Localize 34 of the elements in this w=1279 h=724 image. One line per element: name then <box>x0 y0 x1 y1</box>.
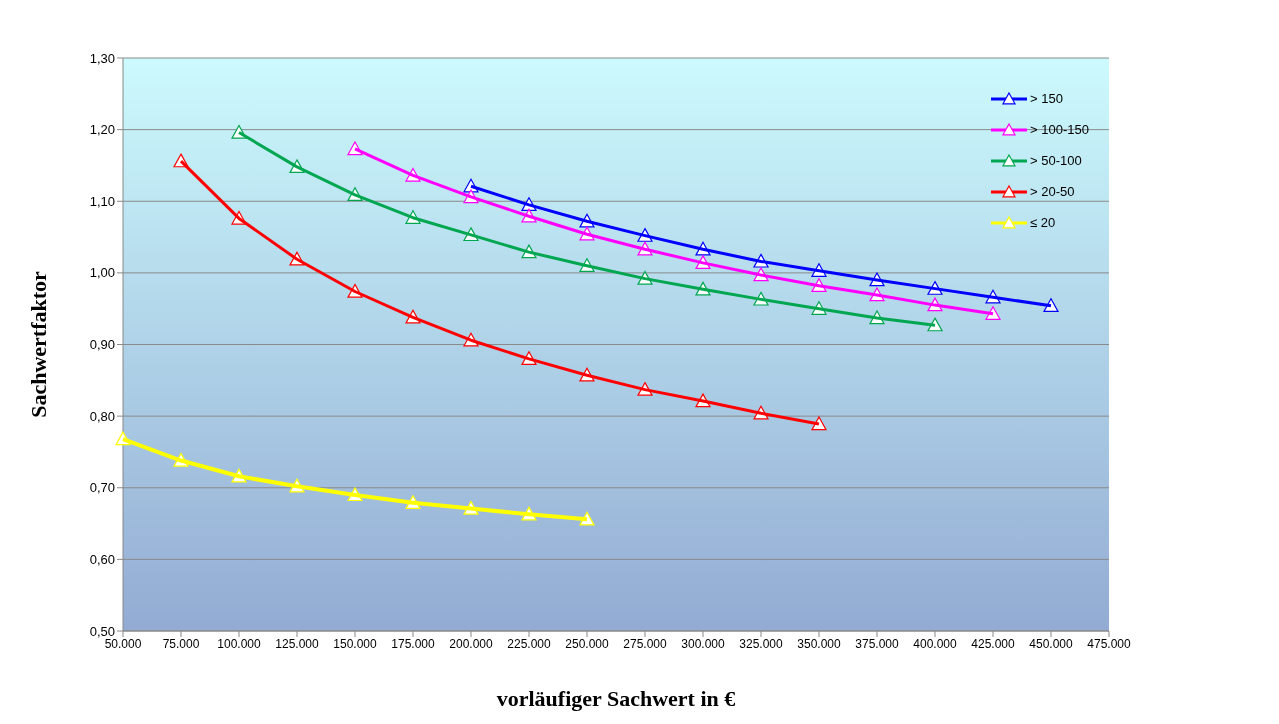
y-tick-label: 0,50 <box>89 623 115 639</box>
x-tick-label: 300.000 <box>681 636 726 651</box>
y-tick-label: 0,70 <box>89 480 115 496</box>
x-tick-label: 450.000 <box>1029 636 1074 651</box>
y-tick-label: 1,30 <box>89 50 115 66</box>
x-tick-label: 400.000 <box>913 636 958 651</box>
x-tick-label: 375.000 <box>855 636 900 651</box>
x-tick-label: 125.000 <box>275 636 320 651</box>
x-tick-label: 150.000 <box>333 636 378 651</box>
x-tick-label: 225.000 <box>507 636 552 651</box>
x-tick-label: 175.000 <box>391 636 436 651</box>
x-tick-label: 200.000 <box>449 636 494 651</box>
legend-label: > 100-150 <box>1030 122 1089 137</box>
x-tick-label: 325.000 <box>739 636 784 651</box>
y-tick-label: 0,90 <box>89 337 115 353</box>
y-tick-label: 0,60 <box>89 551 115 567</box>
legend-label: ≤ 20 <box>1030 215 1056 230</box>
y-tick-label: 1,00 <box>89 265 115 281</box>
y-tick-label: 0,80 <box>89 408 115 424</box>
y-tick-label: 1,10 <box>89 193 115 209</box>
x-tick-label: 250.000 <box>565 636 610 651</box>
x-tick-label: 50.000 <box>104 636 142 651</box>
legend-label: > 50-100 <box>1030 153 1082 168</box>
legend-label: > 20-50 <box>1030 184 1075 199</box>
y-tick-label: 1,20 <box>89 122 115 138</box>
x-tick-label: 275.000 <box>623 636 668 651</box>
x-tick-label: 75.000 <box>162 636 200 651</box>
x-tick-label: 475.000 <box>1087 636 1132 651</box>
x-tick-label: 100.000 <box>217 636 262 651</box>
x-tick-label: 350.000 <box>797 636 842 651</box>
x-axis-title: vorläufiger Sachwert in € <box>496 686 736 711</box>
legend-label: > 150 <box>1030 91 1063 106</box>
x-tick-label: 425.000 <box>971 636 1016 651</box>
y-axis-title: Sachwertfaktor <box>25 270 51 418</box>
